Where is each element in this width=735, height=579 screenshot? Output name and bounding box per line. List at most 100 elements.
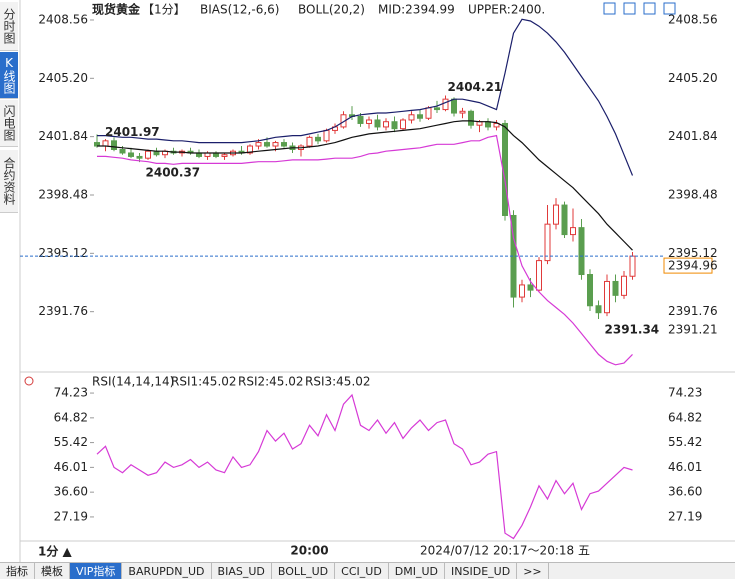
- candle-body: [459, 110, 466, 114]
- y-tick-label: 2401.84: [668, 129, 718, 143]
- price-tag: 2394.96: [668, 259, 718, 273]
- candle-body: [570, 227, 576, 236]
- candle-body: [315, 136, 321, 142]
- indicator: MID:2394.99: [378, 3, 455, 17]
- indicator: BOLL(20,2): [298, 3, 365, 17]
- candle-body: [425, 107, 432, 119]
- tab[interactable]: >>: [517, 563, 549, 579]
- candle-body: [468, 110, 474, 126]
- candle-body: [561, 204, 568, 236]
- low-label: 2400.37: [146, 166, 201, 180]
- y-tick-label: 2395.12: [38, 246, 88, 260]
- y-tick-label: 74.23: [54, 386, 88, 400]
- candle-body: [621, 275, 627, 296]
- side-tab[interactable]: 分时图: [0, 2, 18, 51]
- candle-body: [374, 119, 381, 128]
- candle-body: [527, 284, 534, 291]
- tab[interactable]: 指标: [0, 563, 35, 579]
- tab[interactable]: 模板: [35, 563, 70, 579]
- band-line: [97, 18, 634, 176]
- legend-entry: RSI1:45.02: [171, 375, 237, 389]
- tab[interactable]: INSIDE_UD: [445, 563, 518, 579]
- toolbar-icon: [603, 2, 616, 15]
- candle-body: [612, 280, 619, 296]
- toolbar-icon: [663, 2, 676, 15]
- y-tick-label: 36.60: [668, 485, 702, 499]
- candle-body: [128, 152, 134, 157]
- tab[interactable]: CCI_UD: [335, 563, 389, 579]
- candle-body: [136, 155, 143, 159]
- y-tick-label: 55.42: [668, 435, 702, 449]
- tab[interactable]: VIP指标: [70, 563, 123, 579]
- candle-body: [264, 142, 270, 147]
- tab[interactable]: BIAS_UD: [212, 563, 272, 579]
- y-tick-label: 27.19: [54, 509, 88, 523]
- y-tick-label: 36.60: [54, 485, 88, 499]
- y-tick-label: 2405.20: [668, 71, 718, 85]
- y-tick-label: 74.23: [668, 386, 702, 400]
- candle-body: [485, 121, 491, 128]
- candle-body: [391, 121, 398, 130]
- side-tab[interactable]: K线图: [0, 52, 18, 99]
- candle-body: [604, 280, 610, 314]
- y-tick-label: 2401.84: [38, 129, 88, 143]
- x-tick-label: 20:00: [290, 544, 328, 558]
- candle-body: [553, 204, 559, 225]
- indicator: BIAS(12,-6,6): [200, 3, 279, 17]
- chart-title: RSI(14,14,14): [92, 375, 174, 389]
- legend-entry: RSI3:45.02: [305, 375, 371, 389]
- toolbar-icon: [643, 2, 656, 15]
- candle-body: [306, 136, 313, 147]
- candle-body: [595, 305, 602, 314]
- low-label: 2391.34: [605, 322, 660, 336]
- candle-body: [629, 255, 636, 277]
- candle-body: [111, 140, 117, 151]
- y-tick-label: 64.82: [54, 410, 88, 424]
- high-label: 2401.97: [105, 125, 160, 139]
- candle-body: [451, 98, 457, 114]
- y-tick-label: 55.42: [54, 435, 88, 449]
- tab[interactable]: DMI_UD: [389, 563, 446, 579]
- y-tick-label: 46.01: [668, 460, 702, 474]
- candle-body: [434, 107, 440, 111]
- y-tick-label: 2395.12: [668, 246, 718, 260]
- settings-icon: [24, 376, 34, 386]
- y-tick-label: 46.01: [54, 460, 88, 474]
- rsi-line: [96, 393, 633, 540]
- candle-body: [544, 223, 551, 262]
- legend-entry: RSI2:45.02: [238, 375, 304, 389]
- indicator: UPPER:2400.: [468, 3, 545, 17]
- candle-body: [442, 98, 449, 111]
- chart: 现货黄金 【1分】 BIAS(12,-6,6) BOLL(20,2) MID:2394.…: [19, 0, 735, 562]
- band-line: [97, 134, 633, 366]
- y-tick-label: 64.82: [668, 410, 702, 424]
- tab[interactable]: BARUPDN_UD: [122, 563, 212, 579]
- candle-body: [417, 114, 423, 119]
- candle-body: [145, 150, 151, 159]
- side-tab[interactable]: 合约资料: [0, 150, 18, 213]
- period: 【1分】: [142, 3, 186, 17]
- tab-bar: 指标 模板 VIP指标 BARUPDN_UD BIAS_UD BOLL_UD CCI_UD D…: [0, 562, 735, 579]
- tab[interactable]: BOLL_UD: [272, 563, 336, 579]
- candle-body: [400, 119, 406, 130]
- candle-body: [519, 284, 525, 298]
- candle-body: [408, 114, 415, 121]
- price-tag-box: [663, 257, 713, 274]
- candle-body: [281, 142, 287, 147]
- candle-body: [272, 142, 279, 147]
- y-tick-label: 2391.76: [38, 304, 88, 318]
- y-tick-label: 2391.76: [668, 304, 718, 318]
- y-tick-label: 2408.56: [38, 12, 88, 26]
- time-label: 2024/07/12 20:17～20:18 五: [420, 544, 590, 558]
- candle-body: [587, 274, 593, 307]
- price-tag: 2391.21: [668, 323, 718, 337]
- candle-body: [493, 122, 500, 128]
- candle-body: [119, 149, 126, 154]
- side-tab[interactable]: 闪电图: [0, 100, 18, 147]
- candle-body: [383, 121, 389, 128]
- period-button: 1分 ▲: [38, 544, 73, 559]
- candle-body: [221, 154, 228, 157]
- candle-body: [366, 119, 372, 124]
- y-tick-label: 2398.48: [668, 187, 718, 201]
